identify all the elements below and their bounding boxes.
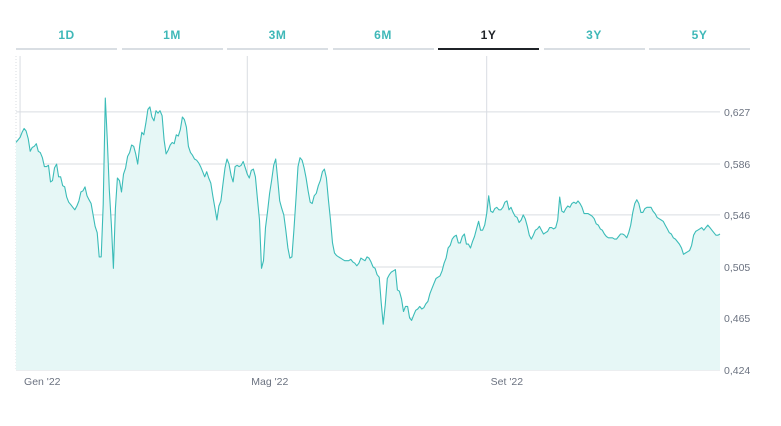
x-axis-labels: Gen '22 Mag '22 Set '22 xyxy=(24,376,523,388)
tab-1y[interactable]: 1Y xyxy=(438,24,539,50)
tab-3y[interactable]: 3Y xyxy=(543,24,645,50)
y-tick-label: 0,424 xyxy=(724,365,750,377)
y-tick-label: 0,627 xyxy=(724,107,750,119)
y-axis-labels: 0,424 0,465 0,505 0,546 0,586 0,627 xyxy=(724,107,750,377)
tab-3m[interactable]: 3M xyxy=(227,24,328,50)
y-tick-label: 0,465 xyxy=(724,313,750,325)
area-layer xyxy=(15,97,721,370)
tab-1m[interactable]: 1M xyxy=(121,24,223,50)
timeframe-tabs: 1D 1M 3M 6M 1Y 3Y 5Y xyxy=(16,24,750,52)
y-tick-label: 0,586 xyxy=(724,159,750,171)
series-area xyxy=(16,98,720,370)
tab-1d[interactable]: 1D xyxy=(16,24,117,50)
price-chart: 0,424 0,465 0,505 0,546 0,586 0,627 Gen '22 Ma… xyxy=(15,56,750,388)
y-tick-label: 0,505 xyxy=(724,262,750,274)
x-tick-label: Set '22 xyxy=(491,376,524,388)
x-tick-label: Gen '22 xyxy=(24,376,61,388)
series-line xyxy=(15,97,721,325)
x-tick-label: Mag '22 xyxy=(251,376,288,388)
y-tick-label: 0,546 xyxy=(724,210,750,222)
tab-6m[interactable]: 6M xyxy=(332,24,434,50)
tab-5y[interactable]: 5Y xyxy=(649,24,750,50)
